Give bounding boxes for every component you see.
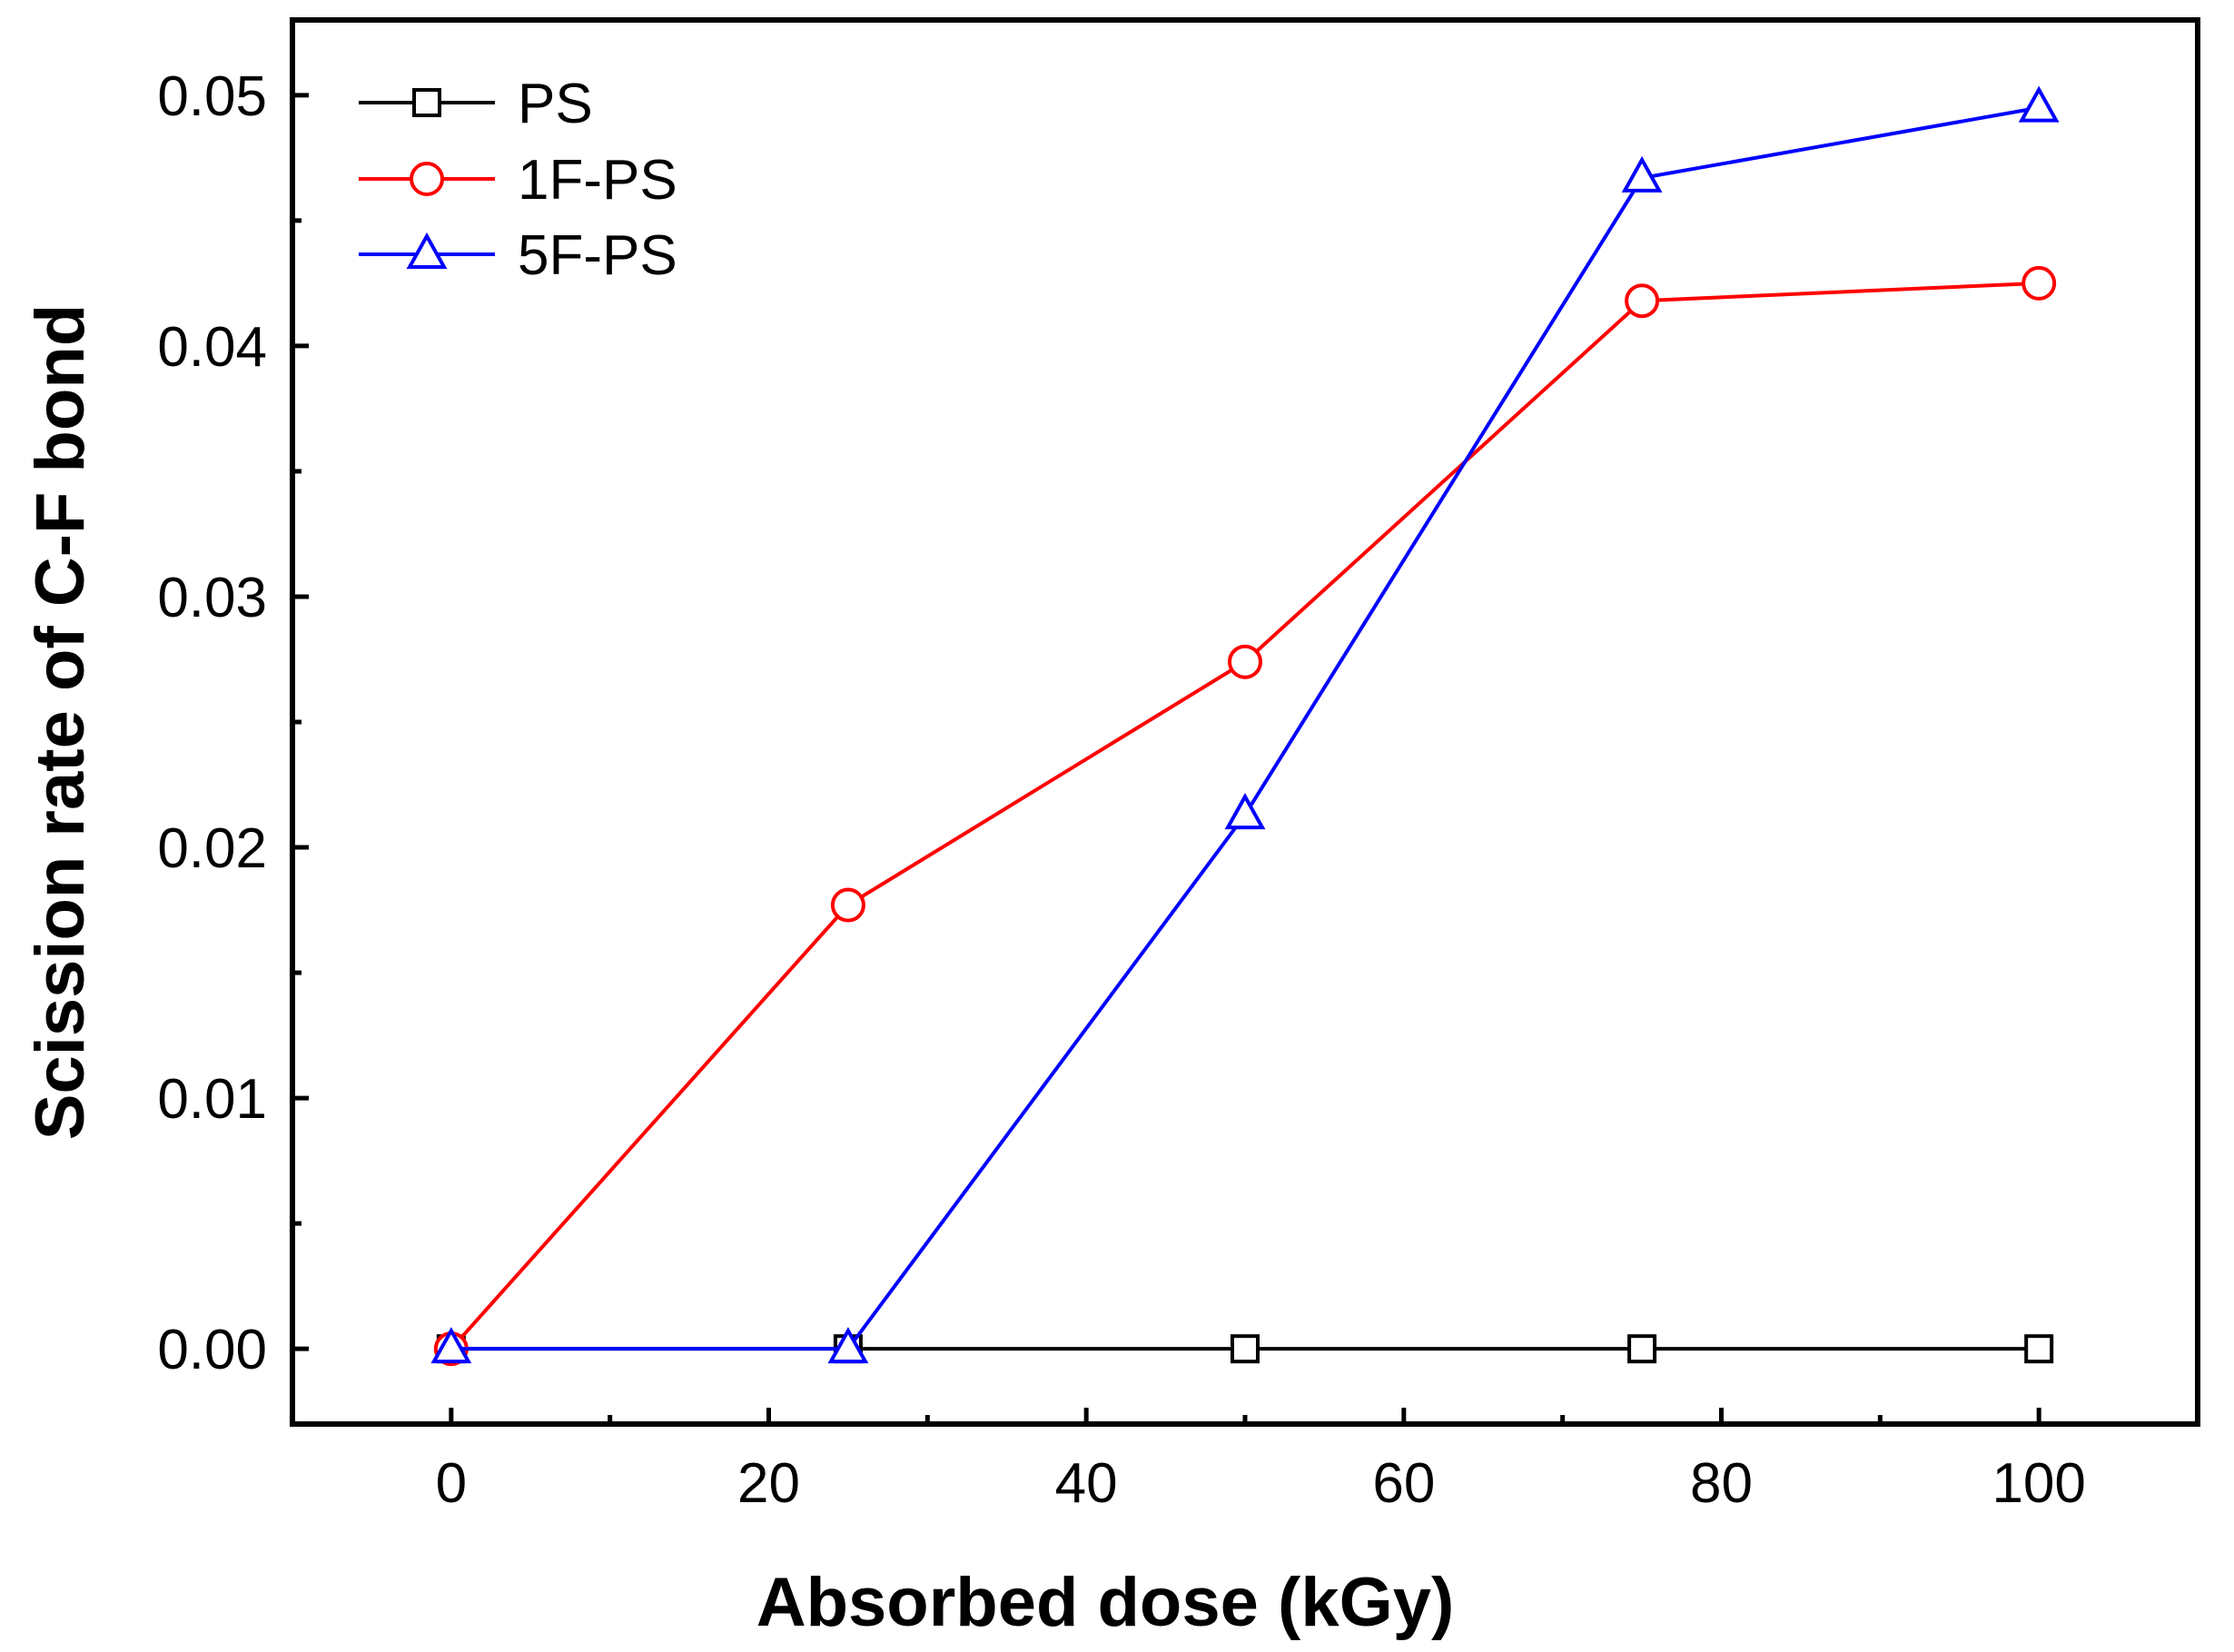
data-point [2024, 1334, 2054, 1364]
data-point [1224, 793, 1266, 830]
legend-item: 1F-PS [359, 149, 677, 212]
y-tick-label: 0.01 [157, 1068, 267, 1131]
data-point [1621, 155, 1663, 193]
data-point [2018, 85, 2060, 123]
x-tick-label: 20 [737, 1452, 800, 1515]
legend-swatch-marker [412, 88, 441, 117]
x-tick-label: 80 [1690, 1452, 1753, 1515]
y-tick-label: 0.03 [157, 567, 267, 629]
data-point [1231, 1334, 1260, 1364]
data-point [2021, 265, 2057, 301]
legend-item: PS [359, 73, 593, 135]
legend-label: 1F-PS [518, 149, 677, 212]
axis-ticks: 0 20 40 60 80 100 0.00 0.01 0.02 0.03 0.04 0.05 [157, 65, 2086, 1515]
legend-swatch-marker [406, 232, 448, 269]
x-tick-label: 60 [1372, 1452, 1435, 1515]
data-point [1627, 1334, 1657, 1364]
series-5f-ps [430, 85, 2060, 1364]
data-point [1625, 283, 1660, 319]
data-point [430, 1327, 472, 1364]
data-point [1228, 644, 1262, 679]
legend: PS 1F-PS 5F-PS [359, 73, 677, 287]
data-point [827, 1327, 869, 1364]
legend-label: PS [518, 73, 593, 135]
y-tick-label: 0.05 [157, 65, 267, 128]
legend-item: 5F-PS [359, 224, 677, 287]
legend-swatch-marker [410, 162, 444, 196]
y-tick-label: 0.00 [157, 1319, 267, 1381]
x-tick-label: 40 [1055, 1452, 1118, 1515]
x-axis-title: Absorbed dose (kGy) [756, 1564, 1455, 1641]
y-tick-label: 0.04 [157, 316, 267, 379]
y-axis-title: Scission rate of C-F bond [22, 304, 99, 1141]
legend-label: 5F-PS [518, 224, 677, 287]
data-point [830, 887, 865, 923]
x-tick-label: 100 [1992, 1452, 2085, 1515]
y-tick-label: 0.02 [157, 817, 267, 880]
data-series [430, 85, 2060, 1367]
x-tick-label: 0 [436, 1452, 467, 1515]
